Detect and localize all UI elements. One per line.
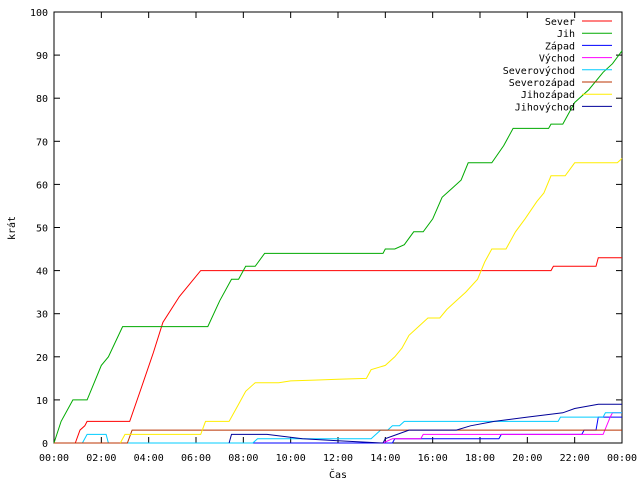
series-line-6 — [119, 158, 623, 444]
legend-label: Severozápad — [509, 77, 575, 89]
y-tick-label: 50 — [36, 224, 48, 235]
y-tick-label: 20 — [36, 353, 48, 364]
y-tick-label: 10 — [36, 396, 48, 407]
y-tick-label: 0 — [42, 439, 48, 450]
x-tick-label: 10:00 — [276, 453, 306, 464]
y-tick-label: 90 — [36, 51, 48, 62]
series-line-0 — [74, 257, 622, 444]
x-tick-label: 04:00 — [134, 453, 164, 464]
x-tick-label: 00:00 — [39, 453, 69, 464]
y-tick-label: 40 — [36, 267, 48, 278]
legend-label: Sever — [545, 17, 575, 28]
x-tick-label: 02:00 — [86, 453, 116, 464]
series-line-5 — [54, 429, 622, 444]
x-axis-label: Čas — [329, 468, 347, 480]
series-line-3 — [382, 412, 622, 444]
x-tick-label: 06:00 — [181, 453, 211, 464]
x-tick-label: 22:00 — [560, 453, 590, 464]
legend-label: Západ — [545, 40, 575, 52]
y-tick-label: 80 — [36, 94, 48, 105]
y-tick-label: 30 — [36, 310, 48, 321]
legend-label: Jih — [557, 29, 575, 40]
legend-label: Severovýchod — [503, 65, 575, 77]
x-tick-label: 08:00 — [228, 453, 258, 464]
x-tick-label: 12:00 — [323, 453, 353, 464]
x-tick-label: 14:00 — [370, 453, 400, 464]
x-tick-label: 16:00 — [418, 453, 448, 464]
x-tick-label: 20:00 — [512, 453, 542, 464]
legend: SeverJihZápadVýchodSeverovýchodSeverozáp… — [503, 17, 612, 113]
series-line-4 — [81, 412, 622, 444]
series-line-1 — [53, 50, 623, 444]
x-tick-label: 18:00 — [465, 453, 495, 464]
legend-label: Východ — [539, 53, 575, 65]
legend-label: Jihozápad — [521, 89, 575, 101]
y-tick-label: 100 — [30, 8, 48, 19]
y-axis: 0 10 20 30 40 50 60 70 80 90 100 — [30, 8, 622, 450]
series-lines — [53, 50, 623, 444]
series-line-7 — [228, 403, 622, 444]
y-tick-label: 60 — [36, 180, 48, 191]
x-tick-label: 00:00 — [607, 453, 637, 464]
x-axis: 00:00 02:00 04:00 06:00 08:00 10:00 12:00 14:00… — [39, 12, 637, 464]
y-tick-label: 70 — [36, 137, 48, 148]
legend-label: Jihovýchod — [515, 101, 575, 113]
y-axis-label: krát — [6, 216, 18, 240]
